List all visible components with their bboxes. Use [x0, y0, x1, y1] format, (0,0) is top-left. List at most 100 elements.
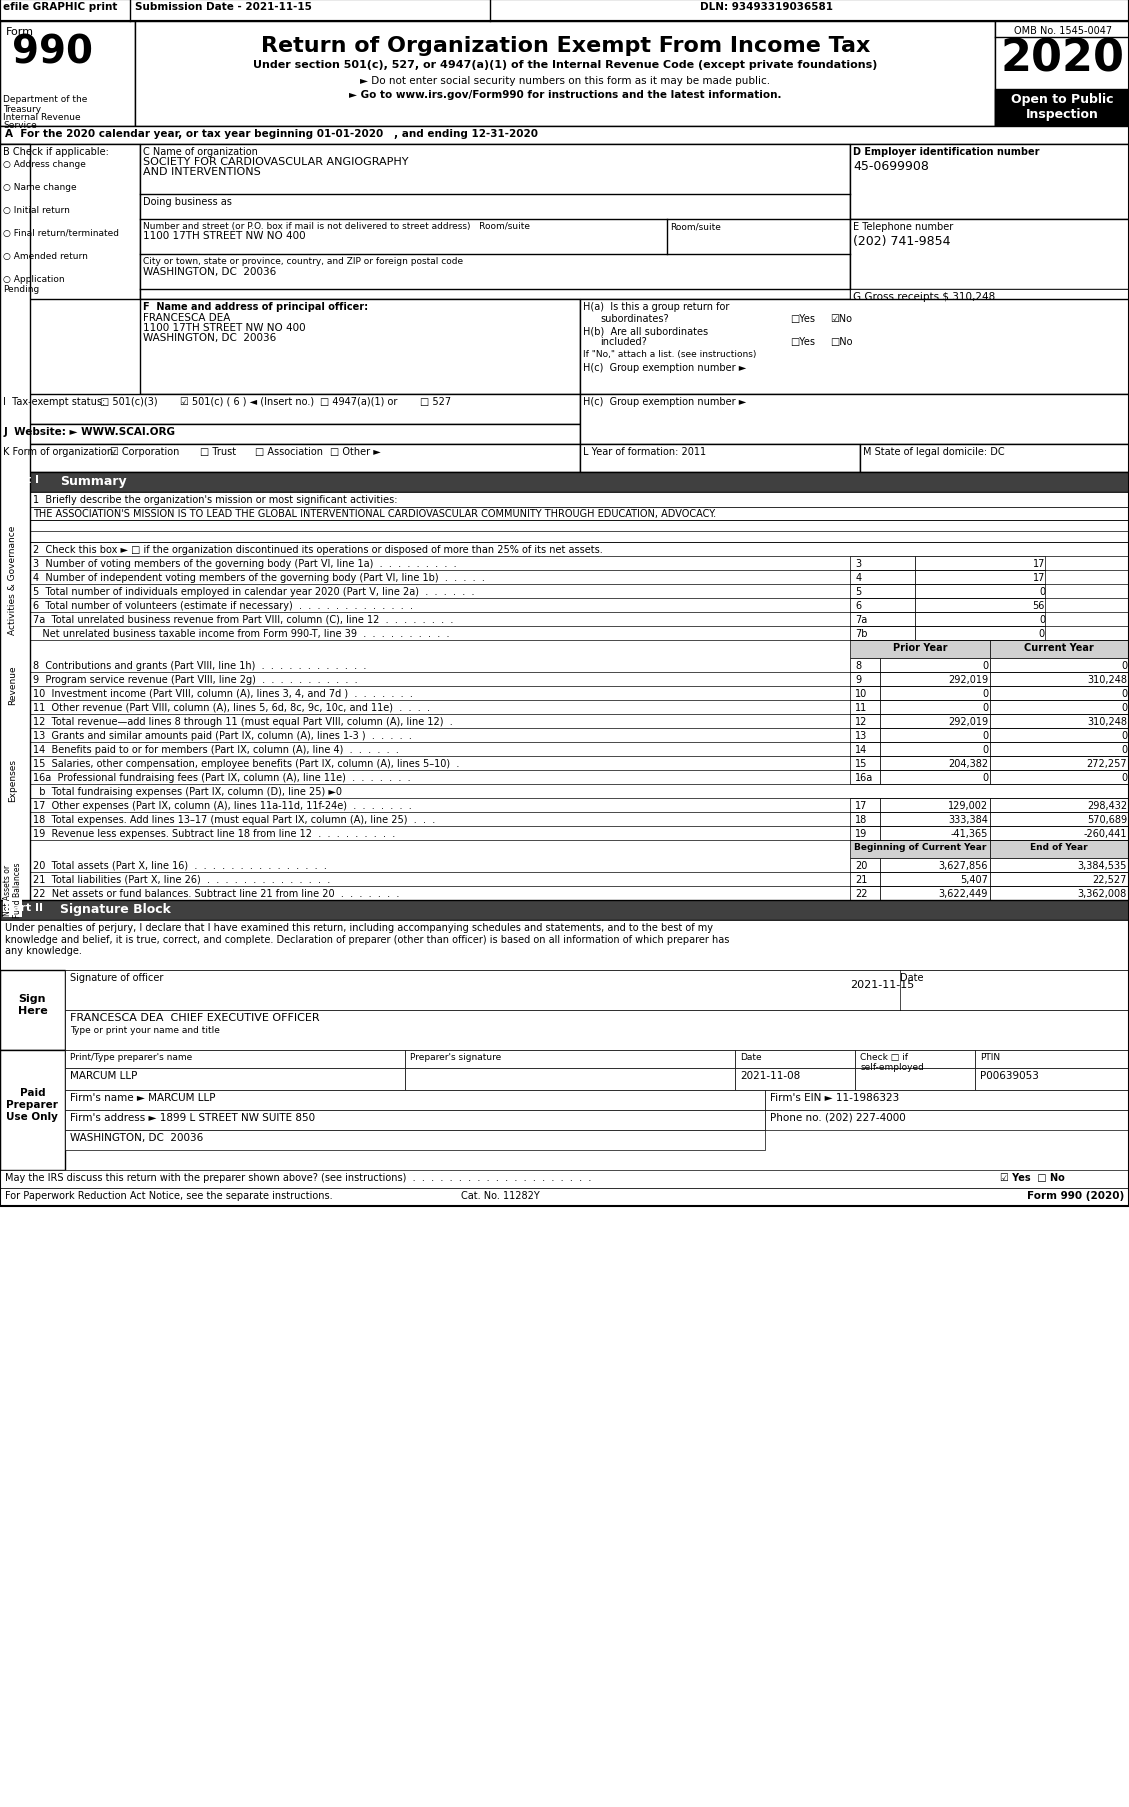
Bar	[881, 757, 990, 770]
Text: Paid
Preparer
Use Only: Paid Preparer Use Only	[7, 1088, 59, 1120]
Bar	[850, 672, 881, 687]
Text: OMB No. 1545-0047: OMB No. 1545-0047	[1014, 25, 1112, 36]
Text: B Check if applicable:: B Check if applicable:	[3, 146, 110, 157]
Text: I  Tax-exempt status:: I Tax-exempt status:	[3, 398, 106, 407]
Text: 56: 56	[1033, 600, 1045, 611]
Text: 5: 5	[855, 587, 861, 596]
Text: Summary: Summary	[60, 475, 126, 488]
Text: WASHINGTON, DC  20036: WASHINGTON, DC 20036	[143, 267, 277, 276]
Text: 292,019: 292,019	[948, 717, 988, 726]
Text: Service: Service	[3, 121, 37, 130]
Bar	[990, 770, 1129, 784]
Text: 45-0699908: 45-0699908	[854, 159, 929, 173]
Bar	[850, 289, 1129, 300]
Text: FRANCESCA DEA  CHIEF EXECUTIVE OFFICER: FRANCESCA DEA CHIEF EXECUTIVE OFFICER	[70, 1012, 320, 1023]
Text: ○ Initial return: ○ Initial return	[3, 206, 70, 215]
Bar	[990, 714, 1129, 728]
Text: E Telephone number: E Telephone number	[854, 222, 953, 231]
Text: H(c)  Group exemption number ►: H(c) Group exemption number ►	[584, 363, 746, 372]
Text: 9: 9	[855, 674, 861, 685]
Text: 3,627,856: 3,627,856	[938, 860, 988, 871]
Text: City or town, state or province, country, and ZIP or foreign postal code: City or town, state or province, country…	[143, 257, 464, 266]
Bar	[990, 687, 1129, 701]
Text: If "No," attach a list. (see instructions): If "No," attach a list. (see instruction…	[584, 351, 756, 360]
Text: Beginning of Current Year: Beginning of Current Year	[854, 842, 987, 851]
Bar	[30, 542, 1129, 557]
Bar	[0, 970, 65, 1050]
Text: Department of the: Department of the	[3, 96, 88, 105]
Bar	[65, 1109, 765, 1131]
Text: 22  Net assets or fund balances. Subtract line 21 from line 20  .  .  .  .  .  .: 22 Net assets or fund balances. Subtract…	[34, 889, 400, 898]
Text: Internal Revenue: Internal Revenue	[3, 112, 81, 121]
Text: P00639053: P00639053	[980, 1070, 1039, 1081]
Bar	[990, 799, 1129, 813]
Text: End of Year: End of Year	[1030, 842, 1088, 851]
Text: Phone no. (202) 227-4000: Phone no. (202) 227-4000	[770, 1113, 905, 1122]
Bar	[140, 300, 580, 394]
Text: 12  Total revenue—add lines 8 through 11 (must equal Part VIII, column (A), line: 12 Total revenue—add lines 8 through 11 …	[34, 717, 453, 726]
Bar	[850, 873, 881, 887]
Bar	[881, 672, 990, 687]
Text: included?: included?	[601, 336, 647, 347]
Text: For Paperwork Reduction Act Notice, see the separate instructions.: For Paperwork Reduction Act Notice, see …	[6, 1191, 333, 1200]
Text: 570,689: 570,689	[1087, 815, 1127, 824]
Bar	[975, 1050, 1129, 1068]
Bar	[765, 1090, 1129, 1109]
Text: □ Association: □ Association	[255, 446, 323, 457]
Text: Part II: Part II	[6, 902, 43, 913]
Bar	[850, 714, 881, 728]
Bar	[881, 687, 990, 701]
Text: L Year of formation: 2011: L Year of formation: 2011	[584, 446, 707, 457]
Text: H(b)  Are all subordinates: H(b) Are all subordinates	[584, 325, 708, 336]
Text: 310,248: 310,248	[1087, 674, 1127, 685]
Text: ► Do not enter social security numbers on this form as it may be made public.: ► Do not enter social security numbers o…	[360, 76, 770, 87]
Text: Prior Year: Prior Year	[893, 643, 947, 652]
Bar	[881, 701, 990, 714]
Text: 0: 0	[982, 773, 988, 782]
Text: 7b: 7b	[855, 629, 867, 638]
Text: 15  Salaries, other compensation, employee benefits (Part IX, column (A), lines : 15 Salaries, other compensation, employe…	[34, 759, 460, 768]
Bar	[916, 627, 1045, 641]
Bar	[0, 900, 1129, 920]
Text: 8  Contributions and grants (Part VIII, line 1h)  .  .  .  .  .  .  .  .  .  .  : 8 Contributions and grants (Part VIII, l…	[34, 661, 367, 670]
Bar	[65, 1010, 1129, 1050]
Bar	[881, 858, 990, 873]
Text: ○ Final return/terminated: ○ Final return/terminated	[3, 229, 120, 239]
Bar	[850, 826, 881, 840]
Bar	[65, 1050, 405, 1068]
Text: Under penalties of perjury, I declare that I have examined this return, includin: Under penalties of perjury, I declare th…	[6, 923, 729, 956]
Text: 12: 12	[855, 717, 867, 726]
Text: -41,365: -41,365	[951, 829, 988, 838]
Text: Number and street (or P.O. box if mail is not delivered to street address)   Roo: Number and street (or P.O. box if mail i…	[143, 222, 531, 231]
Bar	[881, 873, 990, 887]
Bar	[850, 598, 916, 613]
Text: ☑No: ☑No	[830, 314, 852, 323]
Text: 11  Other revenue (Part VIII, column (A), lines 5, 6d, 8c, 9c, 10c, and 11e)  . : 11 Other revenue (Part VIII, column (A),…	[34, 703, 430, 712]
Bar	[850, 770, 881, 784]
Text: 3,384,535: 3,384,535	[1077, 860, 1127, 871]
Bar	[850, 728, 881, 743]
Bar	[995, 90, 1129, 126]
Text: 298,432: 298,432	[1087, 801, 1127, 811]
Text: □ Trust: □ Trust	[200, 446, 236, 457]
Bar	[0, 145, 30, 900]
Text: (202) 741-9854: (202) 741-9854	[854, 235, 951, 248]
Text: 10  Investment income (Part VIII, column (A), lines 3, 4, and 7d )  .  .  .  .  : 10 Investment income (Part VIII, column …	[34, 688, 413, 699]
Text: Date: Date	[741, 1052, 762, 1061]
Bar	[850, 840, 990, 858]
Text: K Form of organization:: K Form of organization:	[3, 446, 116, 457]
Bar	[0, 126, 1129, 145]
Text: 7a: 7a	[855, 614, 867, 625]
Text: 9  Program service revenue (Part VIII, line 2g)  .  .  .  .  .  .  .  .  .  .  .: 9 Program service revenue (Part VIII, li…	[34, 674, 358, 685]
Bar	[881, 743, 990, 757]
Bar	[580, 300, 1129, 394]
Text: F  Name and address of principal officer:: F Name and address of principal officer:	[143, 302, 368, 313]
Text: 0: 0	[982, 744, 988, 755]
Text: 0: 0	[982, 688, 988, 699]
Text: Firm's address ► 1899 L STREET NW SUITE 850: Firm's address ► 1899 L STREET NW SUITE …	[70, 1113, 315, 1122]
Text: 3,622,449: 3,622,449	[938, 889, 988, 898]
Text: Activities & Governance: Activities & Governance	[8, 526, 17, 634]
Bar	[990, 757, 1129, 770]
Text: Sign
Here: Sign Here	[18, 994, 47, 1016]
Bar	[990, 701, 1129, 714]
